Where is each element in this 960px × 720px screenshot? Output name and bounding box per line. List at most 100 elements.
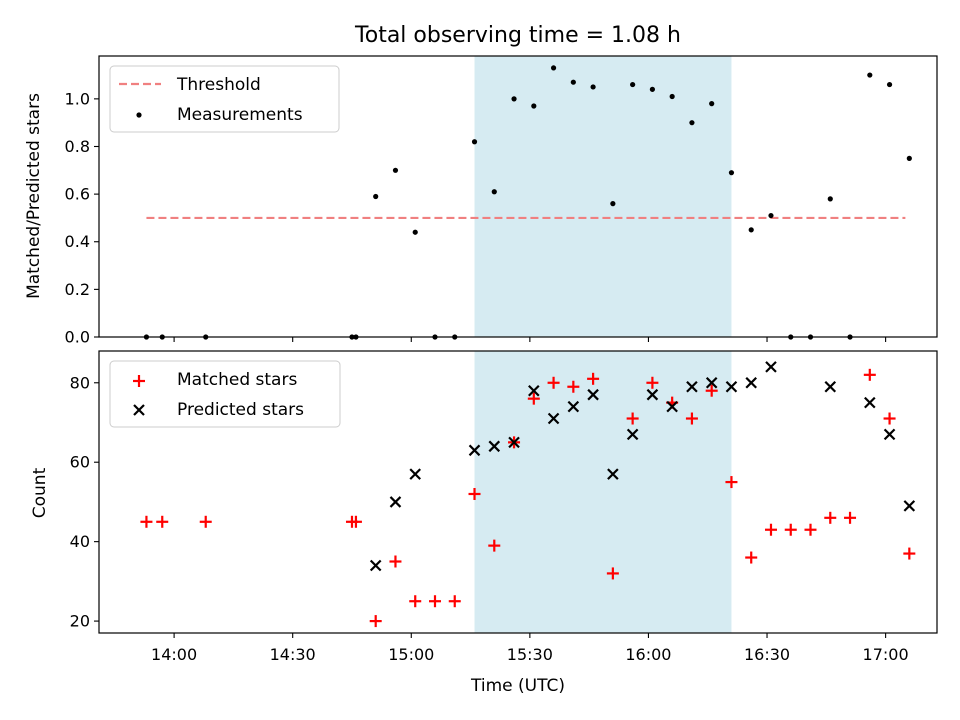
predicted-stars-series bbox=[369, 361, 916, 572]
matched-stars-series bbox=[140, 368, 916, 628]
predicted-star-point bbox=[488, 440, 501, 453]
bottom-x-ticks: 14:00 14:30 15:00 15:30 16:00 16:30 17:00 bbox=[151, 633, 909, 664]
legend-matched-swatch bbox=[133, 375, 145, 387]
matched-star-point bbox=[863, 368, 876, 381]
x-tick-label: 16:30 bbox=[744, 645, 790, 664]
x-tick-label: 15:00 bbox=[388, 645, 434, 664]
bottom-y-axis-label: Count bbox=[30, 467, 50, 518]
matched-star-point bbox=[547, 376, 560, 389]
matched-star-point bbox=[784, 523, 797, 536]
matched-star-point bbox=[804, 523, 817, 536]
top-y-tick-label: 0.6 bbox=[65, 185, 90, 204]
matched-star-point bbox=[156, 515, 169, 528]
matched-star-point bbox=[349, 515, 362, 528]
measurement-point bbox=[392, 167, 399, 173]
matched-star-point bbox=[140, 515, 153, 528]
top-y-ticks: 0.0 0.2 0.4 0.6 0.8 1.0 bbox=[65, 89, 99, 347]
predicted-star-point bbox=[468, 444, 481, 457]
matched-star-point bbox=[705, 384, 718, 397]
predicted-star-point bbox=[508, 436, 520, 449]
top-y-axis-label: Matched/Predicted stars bbox=[24, 93, 44, 299]
matched-star-point bbox=[725, 476, 738, 489]
matched-star-point bbox=[527, 392, 540, 405]
bottom-y-ticks: 20 40 60 80 bbox=[70, 373, 99, 631]
bottom-y-tick-label: 60 bbox=[70, 453, 90, 472]
predicted-star-point bbox=[705, 376, 718, 389]
measurement-point bbox=[531, 103, 537, 109]
bottom-legend: Matched stars Predicted stars bbox=[109, 360, 341, 428]
bottom-legend-box bbox=[109, 360, 341, 428]
measurement-point bbox=[412, 229, 418, 235]
predicted-star-point bbox=[528, 384, 540, 397]
top-y-tick-label: 0.4 bbox=[65, 232, 90, 251]
x-tick-label: 14:00 bbox=[151, 645, 197, 664]
chart-title: Total observing time = 1.08 h bbox=[354, 23, 681, 48]
matched-star-point bbox=[389, 555, 402, 568]
matched-star-point bbox=[199, 515, 212, 528]
predicted-star-point bbox=[725, 380, 738, 393]
matched-star-point bbox=[606, 567, 619, 580]
measurement-point bbox=[827, 196, 833, 202]
matched-star-point bbox=[903, 547, 916, 560]
predicted-star-point bbox=[686, 380, 698, 393]
measurement-point bbox=[550, 65, 557, 71]
predicted-star-point bbox=[765, 361, 777, 373]
predicted-star-point bbox=[567, 400, 580, 413]
measurement-point bbox=[886, 81, 893, 88]
top-legend-box bbox=[109, 65, 340, 133]
measurement-point bbox=[689, 120, 695, 126]
matched-star-point bbox=[824, 511, 837, 524]
predicted-star-point bbox=[646, 388, 659, 401]
matched-star-point bbox=[764, 523, 777, 536]
measurement-point bbox=[471, 139, 478, 145]
x-tick-label: 16:00 bbox=[625, 645, 671, 664]
measurement-point bbox=[768, 212, 774, 219]
measurement-point bbox=[649, 86, 655, 92]
legend-predicted-label: Predicted stars bbox=[177, 400, 304, 420]
matched-star-point bbox=[468, 487, 481, 500]
predicted-star-point bbox=[864, 396, 876, 409]
top-axes-frame bbox=[98, 55, 938, 338]
legend-predicted-swatch bbox=[133, 404, 145, 416]
top-y-tick-label: 0.8 bbox=[65, 137, 90, 156]
x-axis-label: Time (UTC) bbox=[470, 676, 565, 696]
predicted-star-point bbox=[587, 388, 599, 401]
legend-matched-label: Matched stars bbox=[177, 370, 297, 390]
bottom-y-tick-label: 40 bbox=[70, 532, 90, 551]
measurement-point bbox=[491, 189, 497, 195]
x-tick-label: 15:30 bbox=[507, 645, 553, 664]
predicted-star-point bbox=[666, 400, 678, 413]
measurement-point bbox=[570, 79, 576, 85]
x-tick-label: 17:00 bbox=[863, 645, 909, 664]
bottom-y-tick-label: 80 bbox=[70, 373, 90, 392]
x-tick-label: 14:30 bbox=[270, 645, 316, 664]
measurement-point bbox=[669, 93, 675, 100]
bottom-shaded-region bbox=[474, 351, 732, 633]
predicted-star-point bbox=[903, 500, 916, 512]
matched-star-point bbox=[369, 615, 382, 628]
matched-star-point bbox=[448, 595, 461, 608]
matched-star-point bbox=[428, 595, 441, 608]
predicted-star-point bbox=[607, 468, 619, 480]
measurement-point bbox=[630, 81, 636, 88]
top-legend: Threshold Measurements bbox=[109, 65, 340, 133]
predicted-star-point bbox=[883, 428, 896, 441]
legend-threshold-label: Threshold bbox=[176, 75, 261, 95]
legend-measurements-swatch bbox=[136, 112, 142, 118]
measurement-point bbox=[590, 84, 596, 90]
bottom-axes-frame bbox=[98, 350, 938, 634]
predicted-star-point bbox=[547, 412, 560, 425]
measurement-point bbox=[511, 96, 517, 102]
predicted-star-point bbox=[389, 496, 402, 508]
measurement-point bbox=[709, 101, 715, 107]
matched-star-point bbox=[626, 412, 639, 425]
predicted-star-point bbox=[409, 468, 422, 480]
measurement-point bbox=[728, 170, 735, 176]
legend-measurements-label: Measurements bbox=[177, 105, 303, 125]
measurement-point bbox=[867, 72, 873, 78]
matched-star-point bbox=[409, 595, 422, 608]
matched-star-point bbox=[685, 412, 698, 425]
matched-star-point bbox=[587, 372, 600, 385]
